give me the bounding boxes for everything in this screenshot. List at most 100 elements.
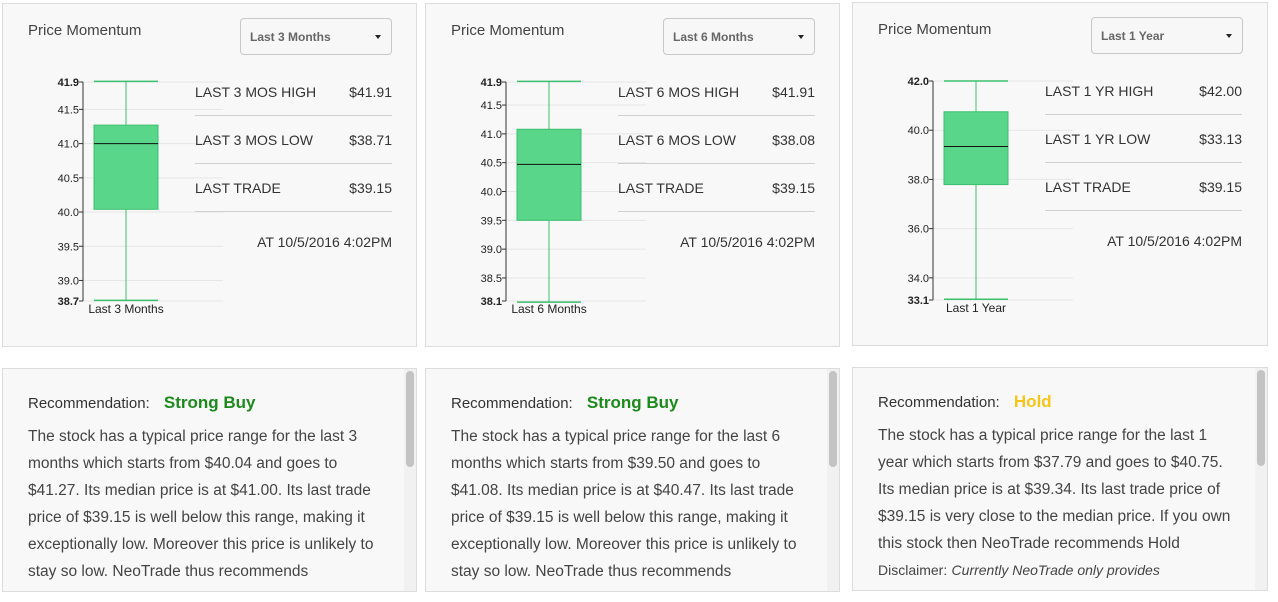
recommendation-text: The stock has a typical price range for … <box>451 428 797 580</box>
x-category-label: Last 3 Months <box>88 302 163 316</box>
stat-label: LAST TRADE <box>1045 178 1131 195</box>
y-tick-label: 38.0 <box>908 174 929 186</box>
y-tick-label: 33.1 <box>908 295 929 307</box>
y-tick-label: 41.5 <box>481 100 502 112</box>
y-tick-label: 40.5 <box>481 158 502 170</box>
recommendation-value: Strong Buy <box>586 393 679 412</box>
stat-value: $39.15 <box>772 179 815 196</box>
period-select[interactable]: Last 3 Months <box>240 18 392 55</box>
y-tick-label: 41.0 <box>58 139 79 151</box>
y-tick-label: 40.0 <box>908 125 929 137</box>
y-tick-label: 36.0 <box>908 224 929 236</box>
stat-value: $41.91 <box>349 83 392 100</box>
y-tick-label: 41.9 <box>481 77 502 89</box>
stat-row-last-trade: LAST TRADE $39.15 <box>1045 163 1242 211</box>
trade-timestamp: AT 10/5/2016 4:02PM <box>680 234 815 250</box>
stat-label: LAST 6 MOS LOW <box>618 131 736 148</box>
y-tick-label: 34.0 <box>908 273 929 285</box>
y-tick-label: 39.0 <box>58 275 79 287</box>
recommendation-text: The stock has a typical price range for … <box>878 422 1234 590</box>
period-select-value: Last 1 Year <box>1101 29 1165 43</box>
y-tick-label: 40.0 <box>58 207 79 219</box>
y-tick-label: 41.5 <box>58 104 79 116</box>
disclaimer-text: Currently NeoTrade only provides <box>951 562 1160 578</box>
scrollbar-thumb[interactable] <box>829 371 837 467</box>
stat-label: LAST 1 YR HIGH <box>1045 82 1154 99</box>
panel-title: Price Momentum <box>28 22 142 39</box>
momentum-panel-1y: Price Momentum Last 1 Year 42.0 40.0 38.0 3… <box>852 2 1268 346</box>
recommendation-label: Recommendation: <box>451 395 573 412</box>
recommendation-heading: Recommendation: Strong Buy <box>28 393 256 413</box>
trade-timestamp: AT 10/5/2016 4:02PM <box>257 234 392 250</box>
stat-label: LAST 3 MOS HIGH <box>195 83 317 100</box>
scrollbar[interactable] <box>1255 368 1267 590</box>
boxplot-chart: 41.9 41.5 41.0 40.5 40.0 39.5 39.0 38.5 38.1 Last… <box>481 77 646 316</box>
y-tick-label: 38.5 <box>481 273 502 285</box>
stats-list: LAST 1 YR HIGH $42.00 LAST 1 YR LOW $33.… <box>1045 67 1242 249</box>
box-iqr <box>943 111 1009 186</box>
recommendation-value: Hold <box>1013 392 1052 411</box>
y-tick-label: 38.7 <box>58 296 79 308</box>
stat-value: $42.00 <box>1199 82 1242 99</box>
box-iqr <box>93 124 159 210</box>
stat-row-high: LAST 6 MOS HIGH $41.91 <box>618 68 815 116</box>
x-category-label: Last 6 Months <box>511 302 586 316</box>
stat-value: $38.71 <box>349 131 392 148</box>
y-tick-label: 39.5 <box>58 241 79 253</box>
period-select-value: Last 3 Months <box>250 30 331 44</box>
recommendation-panel-6m: Recommendation: Strong Buy The stock has… <box>425 368 840 592</box>
stat-row-last-trade: LAST TRADE $39.15 <box>618 164 815 212</box>
y-tick-label: 42.0 <box>908 76 929 88</box>
stat-label: LAST 1 YR LOW <box>1045 130 1151 147</box>
recommendation-label: Recommendation: <box>878 394 1000 411</box>
stats-list: LAST 6 MOS HIGH $41.91 LAST 6 MOS LOW $3… <box>618 68 815 250</box>
stat-value: $39.15 <box>349 179 392 196</box>
period-select[interactable]: Last 1 Year <box>1091 17 1243 54</box>
stat-label: LAST TRADE <box>618 179 704 196</box>
y-tick-label: 40.5 <box>58 173 79 185</box>
stat-row-low: LAST 1 YR LOW $33.13 <box>1045 115 1242 163</box>
scrollbar-thumb[interactable] <box>406 371 414 467</box>
recommendation-heading: Recommendation: Strong Buy <box>451 393 679 413</box>
y-tick-label: 38.1 <box>481 296 502 308</box>
recommendation-text: The stock has a typical price range for … <box>28 428 374 580</box>
y-tick-label: 40.0 <box>481 187 502 199</box>
recommendation-panel-3m: Recommendation: Strong Buy The stock has… <box>2 368 417 592</box>
recommendation-panel-1y: Recommendation: Hold The stock has a typ… <box>852 367 1268 591</box>
y-tick-label: 39.5 <box>481 215 502 227</box>
stat-value: $38.08 <box>772 131 815 148</box>
stat-row-low: LAST 3 MOS LOW $38.71 <box>195 116 392 164</box>
momentum-panel-6m: Price Momentum Last 6 Months 41.9 41.5 41.… <box>425 3 840 347</box>
stat-value: $39.15 <box>1199 178 1242 195</box>
scrollbar[interactable] <box>404 369 416 591</box>
scrollbar[interactable] <box>827 369 839 591</box>
y-tick-label: 41.0 <box>481 129 502 141</box>
panel-title: Price Momentum <box>451 22 565 39</box>
recommendation-label: Recommendation: <box>28 395 150 412</box>
y-tick-label: 41.9 <box>58 77 79 89</box>
boxplot-chart: 42.0 40.0 38.0 36.0 34.0 33.1 Last 1 Year <box>908 76 1073 315</box>
trade-timestamp: AT 10/5/2016 4:02PM <box>1107 233 1242 249</box>
recommendation-body: The stock has a typical price range for … <box>878 427 1231 552</box>
period-select[interactable]: Last 6 Months <box>663 18 815 55</box>
stat-row-high: LAST 3 MOS HIGH $41.91 <box>195 68 392 116</box>
momentum-panel-3m: Price Momentum Last 3 Months 41.9 41.5 41.… <box>2 3 417 347</box>
stat-row-high: LAST 1 YR HIGH $42.00 <box>1045 67 1242 115</box>
stat-value: $33.13 <box>1199 130 1242 147</box>
stat-row-last-trade: LAST TRADE $39.15 <box>195 164 392 212</box>
x-category-label: Last 1 Year <box>946 301 1006 315</box>
stat-label: LAST TRADE <box>195 179 281 196</box>
stat-row-low: LAST 6 MOS LOW $38.08 <box>618 116 815 164</box>
stat-value: $41.91 <box>772 83 815 100</box>
chevron-down-icon <box>1226 34 1232 38</box>
recommendation-heading: Recommendation: Hold <box>878 392 1052 412</box>
stats-list: LAST 3 MOS HIGH $41.91 LAST 3 MOS LOW $3… <box>195 68 392 250</box>
scrollbar-thumb[interactable] <box>1257 370 1265 466</box>
recommendation-value: Strong Buy <box>163 393 256 412</box>
stat-label: LAST 3 MOS LOW <box>195 131 313 148</box>
stat-label: LAST 6 MOS HIGH <box>618 83 740 100</box>
disclaimer-label: Disclaimer: <box>878 562 948 578</box>
panel-title: Price Momentum <box>878 21 992 38</box>
y-tick-label: 39.0 <box>481 244 502 256</box>
chevron-down-icon <box>798 35 804 39</box>
